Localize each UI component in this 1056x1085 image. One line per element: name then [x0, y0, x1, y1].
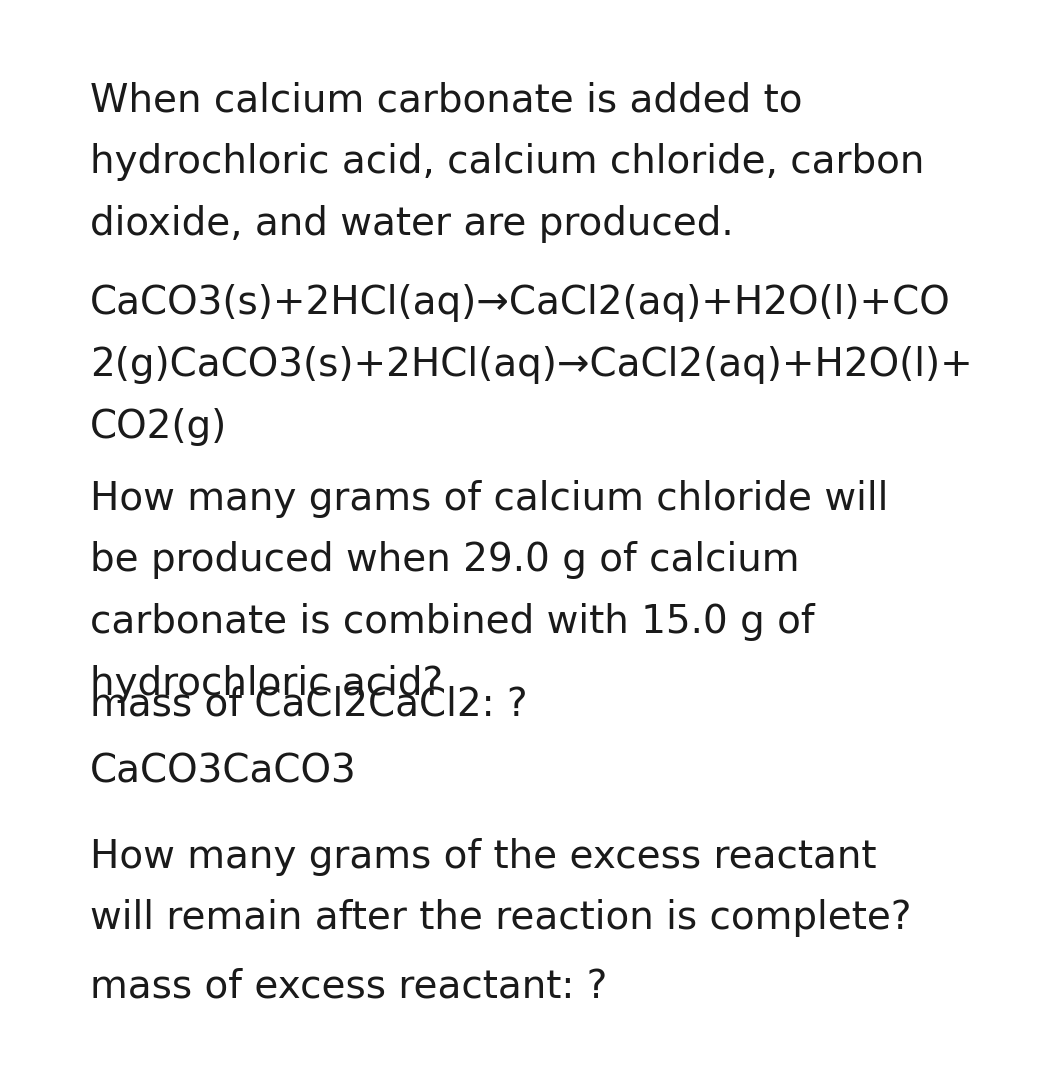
Text: 2(g)CaCO3(s)+2HCl(aq)→CaCl2(aq)+H2O(l)+: 2(g)CaCO3(s)+2HCl(aq)→CaCl2(aq)+H2O(l)+: [90, 346, 973, 384]
Text: mass of CaCl2CaCl2: ?: mass of CaCl2CaCl2: ?: [90, 686, 527, 724]
Text: How many grams of the excess reactant: How many grams of the excess reactant: [90, 838, 876, 876]
Text: will remain after the reaction is complete?: will remain after the reaction is comple…: [90, 899, 911, 937]
Text: hydrochloric acid?: hydrochloric acid?: [90, 665, 442, 703]
Text: How many grams of calcium chloride will: How many grams of calcium chloride will: [90, 480, 888, 518]
Text: mass of excess reactant: ?: mass of excess reactant: ?: [90, 968, 607, 1006]
Text: be produced when 29.0 g of calcium: be produced when 29.0 g of calcium: [90, 541, 799, 579]
Text: dioxide, and water are produced.: dioxide, and water are produced.: [90, 205, 734, 243]
Text: hydrochloric acid, calcium chloride, carbon: hydrochloric acid, calcium chloride, car…: [90, 143, 924, 181]
Text: CaCO3CaCO3: CaCO3CaCO3: [90, 753, 357, 791]
Text: CO2(g): CO2(g): [90, 408, 227, 446]
Text: When calcium carbonate is added to: When calcium carbonate is added to: [90, 81, 803, 119]
Text: CaCO3(s)+2HCl(aq)→CaCl2(aq)+H2O(l)+CO: CaCO3(s)+2HCl(aq)→CaCl2(aq)+H2O(l)+CO: [90, 284, 950, 322]
Text: carbonate is combined with 15.0 g of: carbonate is combined with 15.0 g of: [90, 603, 814, 641]
